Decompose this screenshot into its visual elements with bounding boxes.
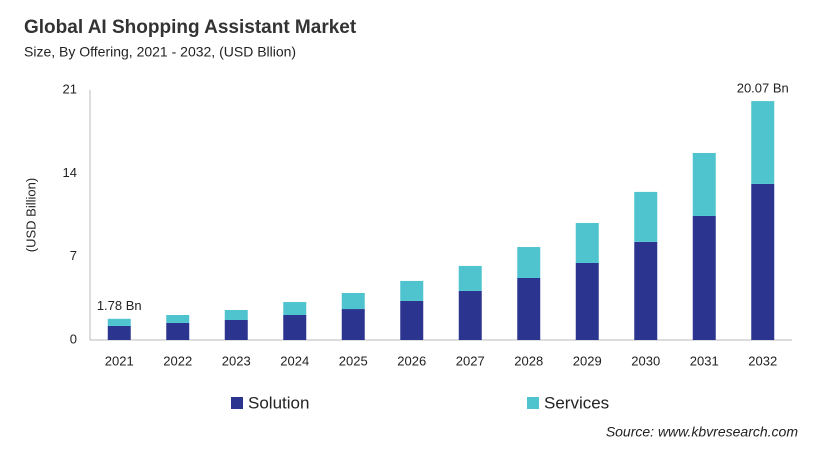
- x-tick-label: 2027: [456, 353, 485, 368]
- x-tick-label: 2031: [690, 353, 719, 368]
- bar-segment: [634, 241, 658, 340]
- chart-title: Global AI Shopping Assistant Market: [24, 17, 357, 38]
- x-tick-label: 2023: [222, 353, 251, 368]
- bar-segment: [751, 183, 775, 340]
- bar-segment: [107, 318, 131, 326]
- bar-segment: [400, 300, 424, 340]
- y-tick-label: 7: [70, 248, 77, 263]
- bar-segment: [517, 277, 541, 340]
- bar-segment: [400, 280, 424, 301]
- x-tick-label: 2029: [573, 353, 602, 368]
- x-tick-label: 2022: [163, 353, 192, 368]
- y-tick-label: 21: [63, 81, 77, 96]
- y-tick-label: 14: [63, 165, 77, 180]
- x-tick-label: 2028: [514, 353, 543, 368]
- x-tick-label: 2025: [339, 353, 368, 368]
- bar-segment: [634, 191, 658, 242]
- bar-segment: [341, 309, 365, 340]
- x-tick-label: 2024: [280, 353, 309, 368]
- y-axis-label: (USD Billion): [23, 178, 38, 252]
- legend-swatch: [231, 397, 243, 409]
- bar-segment: [575, 262, 599, 340]
- chart-subtitle: Size, By Offering, 2021 - 2032, (USD Bll…: [24, 44, 296, 60]
- x-tick-label: 2030: [631, 353, 660, 368]
- source: Source: www.kbvresearch.com: [606, 424, 799, 440]
- bar-segment: [341, 292, 365, 310]
- bar-segment: [224, 320, 248, 340]
- x-tick-label: 2021: [105, 353, 134, 368]
- bar-segment: [517, 247, 541, 278]
- legend-label: Services: [544, 393, 609, 412]
- bar-segment: [751, 101, 775, 184]
- bar-segment: [692, 152, 716, 216]
- y-tick-label: 0: [70, 331, 77, 346]
- x-tick-label: 2032: [748, 353, 777, 368]
- bar-segment: [166, 322, 190, 340]
- legend-swatch: [527, 397, 539, 409]
- bar-segment: [283, 315, 307, 340]
- bar-segment: [283, 302, 307, 315]
- bar-segment: [166, 315, 190, 323]
- bar-segment: [458, 290, 482, 340]
- x-tick-label: 2026: [397, 353, 426, 368]
- bar-segment: [575, 222, 599, 263]
- bar-segment: [692, 215, 716, 340]
- legend-label: Solution: [248, 393, 309, 412]
- bar-segment: [107, 325, 131, 340]
- bar-segment: [224, 310, 248, 320]
- bar-segment: [458, 265, 482, 291]
- value-label: 20.07 Bn: [737, 81, 789, 96]
- value-label: 1.78 Bn: [97, 298, 142, 313]
